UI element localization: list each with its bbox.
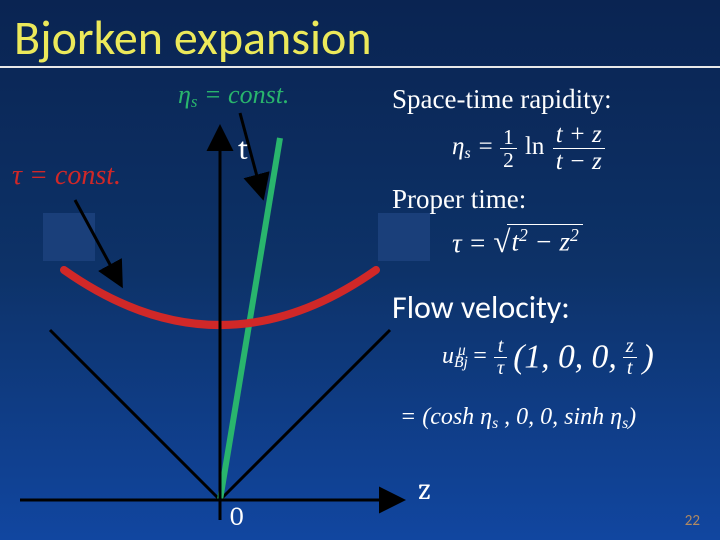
spacetime-diagram xyxy=(0,0,720,540)
box-right xyxy=(378,213,430,261)
box-left xyxy=(43,213,95,261)
proper-time-label: Proper time: xyxy=(392,184,526,215)
arrow-to-tau xyxy=(75,200,120,283)
tau-equation: τ = √ t2 − z2 xyxy=(452,224,583,260)
origin-label: 0 xyxy=(230,502,243,532)
flow-velocity-label: Flow velocity: xyxy=(392,288,570,327)
page-title: Bjorken expansion xyxy=(14,8,372,67)
u-equation-line1: uBjμ = t τ (1, 0, 0, z t ) xyxy=(442,336,654,380)
eta-const-label: ηs = const. xyxy=(178,80,289,112)
eta-line xyxy=(220,138,280,500)
page-number: 22 xyxy=(685,512,700,530)
u-equation-line2: = (cosh ηs , 0, 0, sinh ηs) xyxy=(400,404,636,433)
title-underline xyxy=(0,66,720,68)
tau-const-label: τ = const. xyxy=(12,160,121,192)
space-time-rapidity-label: Space-time rapidity: xyxy=(392,84,612,115)
lightcone-right xyxy=(220,330,390,500)
t-axis-label: t xyxy=(238,132,248,167)
tau-curve xyxy=(64,270,376,325)
lightcone-left xyxy=(50,330,220,500)
eta-equation: ηs = 1 2 ln t + z t − z xyxy=(452,122,605,176)
z-axis-label: z xyxy=(418,472,431,507)
